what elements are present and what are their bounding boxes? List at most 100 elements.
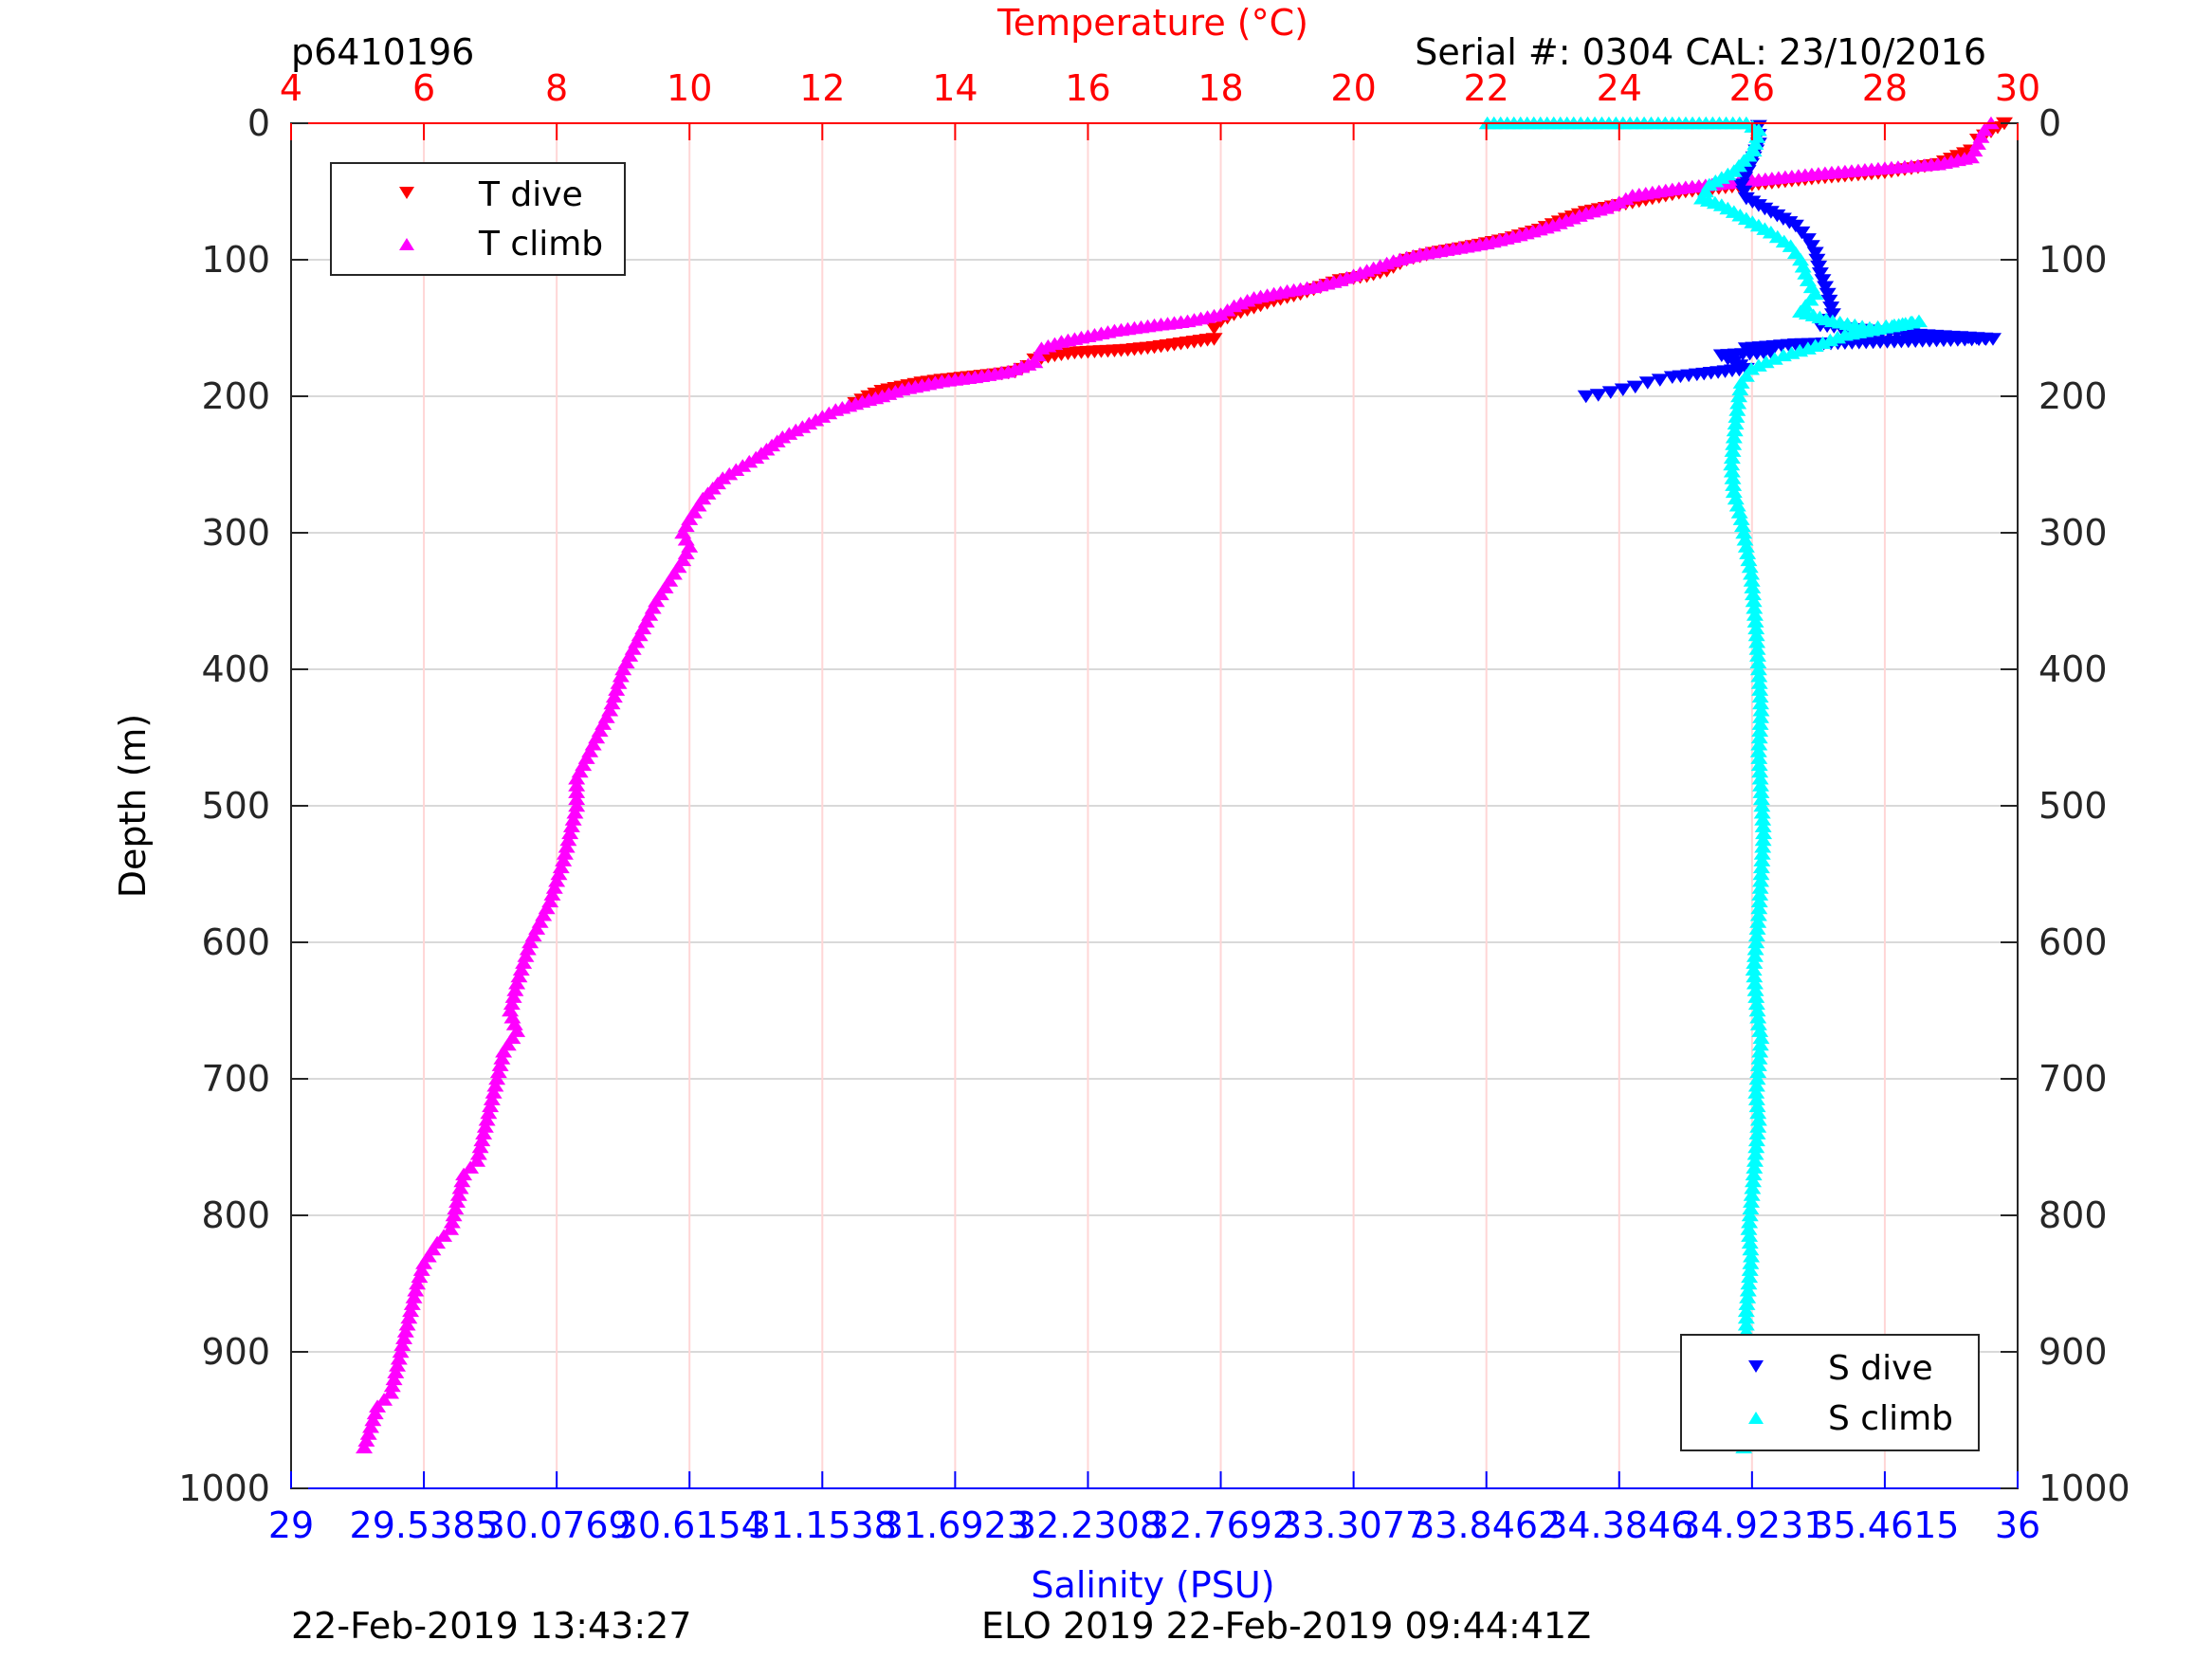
axes: 0 0 100 100 200 200 300 300 400 400 500 500 600 600 70… [178, 67, 2130, 1546]
t-climb-point [442, 1222, 460, 1235]
t-climb-point [562, 819, 580, 832]
t-climb-point [398, 1318, 416, 1331]
s-dive-point [1810, 260, 1828, 274]
legend-s-climb-label: S climb [1828, 1399, 1953, 1438]
t-climb-point [395, 1331, 413, 1344]
s-climb-point [1752, 696, 1770, 710]
s-climb-point [1743, 1194, 1761, 1208]
salinity-tick-label: 31.6923 [881, 1504, 1030, 1546]
s-climb-point [1749, 908, 1767, 921]
t-climb-point [396, 1324, 414, 1338]
s-climb-point [1746, 942, 1764, 956]
s-climb-point [1749, 1011, 1767, 1024]
depth-tick-label-left: 400 [201, 648, 270, 690]
s-climb-point [1737, 539, 1755, 553]
temperature-tick-label: 8 [545, 67, 568, 109]
s-climb-point [1751, 1045, 1769, 1058]
depth-tick-label-left: 500 [201, 785, 270, 827]
serial-cal-label: Serial #: 0304 CAL: 23/10/2016 [1415, 31, 1986, 73]
s-dive-point [1626, 380, 1644, 394]
t-climb-point [366, 1406, 384, 1420]
t-climb-point [564, 812, 582, 826]
t-climb-point [357, 1433, 375, 1447]
legend-salinity-box [1680, 1334, 1980, 1451]
depth-tick-label-right: 800 [2038, 1194, 2108, 1236]
depth-tick-label-right: 700 [2038, 1058, 2108, 1100]
legend-s-dive-marker [1748, 1360, 1764, 1373]
s-climb-point [1746, 137, 1764, 150]
t-climb-point [403, 1297, 421, 1310]
t-climb-point [462, 1160, 480, 1174]
salinity-tick-label: 33.8462 [1412, 1504, 1561, 1546]
t-climb-point [508, 976, 526, 990]
s-climb-point [1749, 1065, 1767, 1079]
salinity-tick-label: 32.2308 [1014, 1504, 1162, 1546]
t-climb-point [493, 1051, 511, 1065]
t-climb-point [568, 785, 586, 798]
s-climb-point [1744, 587, 1762, 601]
t-climb-point [614, 662, 632, 676]
s-climb-point [1749, 744, 1767, 757]
s-climb-point [1750, 676, 1768, 689]
s-dive-point [1822, 301, 1840, 315]
s-climb-point [1747, 935, 1765, 949]
s-climb-point [1732, 512, 1750, 525]
t-climb-point [552, 860, 570, 874]
t-climb-point [605, 689, 623, 703]
s-dive-point [1806, 246, 1824, 260]
temperature-axis-label: Temperature (°C) [996, 2, 1308, 44]
temperature-tick-label: 4 [280, 67, 302, 109]
s-climb-point [1748, 648, 1766, 662]
salinity-tick-label: 34.3846 [1545, 1504, 1693, 1546]
salinity-tick-label: 30.0769 [483, 1504, 631, 1546]
t-climb-point [505, 1017, 523, 1030]
s-climb-point [1753, 806, 1771, 819]
s-climb-point [1739, 1290, 1757, 1304]
s-climb-point [1745, 1167, 1763, 1181]
t-climb-point [519, 942, 537, 956]
s-climb-point [1749, 655, 1767, 669]
s-climb-point [1741, 559, 1759, 574]
s-climb-point [1728, 410, 1746, 423]
s-climb-point [1750, 1051, 1768, 1065]
t-climb-point [510, 969, 528, 983]
s-climb-point [1751, 887, 1769, 901]
t-climb-point [356, 1440, 374, 1454]
s-climb-point [1753, 847, 1771, 860]
s-climb-point [1748, 642, 1766, 655]
s-climb-point [1750, 738, 1768, 751]
temperature-tick-label: 30 [1995, 67, 2040, 109]
legend-t-climb-marker [399, 238, 414, 250]
footer-center-mission: ELO 2019 22-Feb-2019 09:44:41Z [981, 1605, 1591, 1647]
t-climb-point [415, 1256, 433, 1269]
t-climb-point [471, 1139, 489, 1154]
t-climb-point [412, 1263, 430, 1276]
t-climb-point [491, 1058, 509, 1071]
t-climb-point [484, 1085, 503, 1099]
s-climb-point [1751, 683, 1769, 696]
s-climb-point [1749, 915, 1767, 928]
depth-tick-label-left: 700 [201, 1058, 270, 1100]
s-climb-point [1730, 389, 1748, 403]
depth-tick-label-right: 1000 [2038, 1468, 2130, 1509]
s-climb-point [1741, 1215, 1759, 1229]
t-climb-point [512, 962, 530, 976]
t-climb-point [382, 1386, 400, 1399]
legend-s-climb-marker [1748, 1412, 1764, 1424]
s-dive-point [1793, 226, 1811, 240]
s-climb-point [1749, 1017, 1767, 1030]
s-climb-point [1774, 348, 1792, 362]
s-climb-point [1725, 437, 1743, 450]
s-climb-point [1740, 1222, 1758, 1235]
s-dive-point [1808, 253, 1826, 267]
t-climb-point [568, 792, 586, 806]
t-climb-point [610, 676, 628, 689]
s-climb-point [1747, 1139, 1765, 1154]
salinity-tick-label: 34.9231 [1677, 1504, 1826, 1546]
s-climb-point [1749, 1058, 1767, 1071]
s-climb-point [1740, 553, 1758, 567]
s-climb-point [1748, 1071, 1766, 1085]
legend-salinity: S dive S climb [1680, 1334, 1980, 1451]
temperature-tick-label: 20 [1330, 67, 1376, 109]
t-climb-point [445, 1208, 463, 1222]
